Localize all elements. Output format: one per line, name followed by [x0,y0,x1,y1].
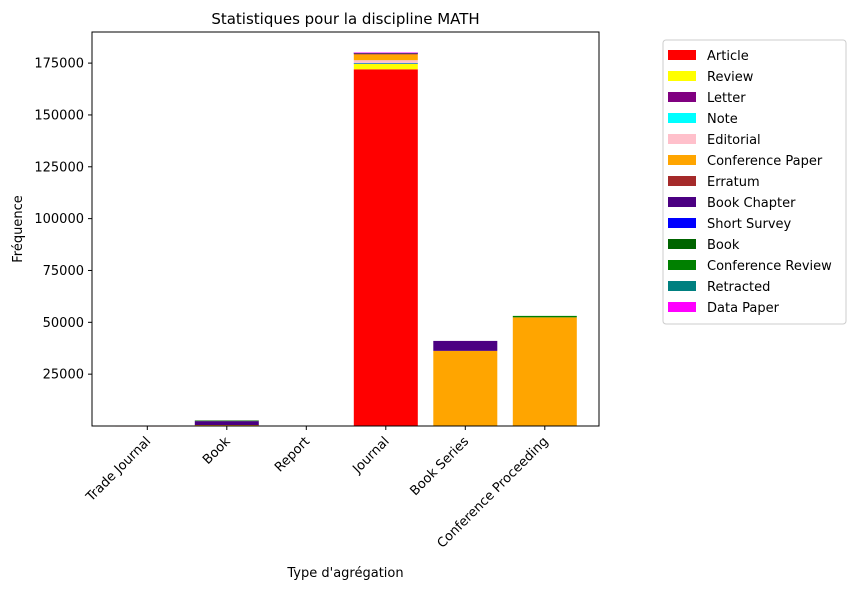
legend-label: Short Survey [707,217,792,232]
legend-label: Article [707,49,749,64]
chart-title: Statistiques pour la discipline MATH [211,10,479,28]
bar-3-series-3 [353,62,418,64]
x-tick-label: Book Series [407,434,472,499]
legend-label: Data Paper [707,301,780,316]
bar-1-series-9 [194,420,259,422]
plot-frame [91,31,600,427]
bar-3-series-12 [353,52,418,54]
y-tick-label: 50000 [43,316,84,331]
bar-4-series-5 [433,350,498,426]
bar-1-series-5 [194,425,259,426]
legend-label: Erratum [707,175,760,190]
x-tick-label: Journal [350,434,393,477]
legend-swatch [668,197,696,207]
legend-label: Book [707,238,740,253]
legend-box [662,39,847,325]
bar-3-series-4 [353,60,418,63]
legend-swatch [668,71,696,81]
legend-swatch [668,155,696,165]
legend-label: Conference Paper [707,154,823,169]
bar-3-series-5 [353,54,418,61]
legend-label: Book Chapter [707,196,796,211]
bar-3-series-1 [353,63,418,70]
x-tick-label: Report [272,434,313,475]
y-tick-label: 25000 [43,368,84,383]
legend-swatch [668,50,696,60]
x-tick-label: Trade Journal [83,434,154,505]
legend-swatch [668,176,696,186]
legend-label: Review [707,70,754,85]
x-tick-label: Book [200,434,234,468]
bar-5-series-5 [512,317,577,426]
plot-area [115,52,577,427]
legend-swatch [668,281,696,291]
bar-5-series-10 [512,315,577,318]
legend-swatch [668,92,696,102]
legend: Article Review Letter Note Editorial Conferen… [662,39,847,325]
bar-3-series-8 [353,53,418,54]
legend-label: Retracted [707,280,770,295]
y-tick-label: 150000 [34,108,84,123]
y-axis: 25000 50000 75000 100000 125000 150000 175000 [34,57,92,383]
legend-label: Editorial [707,133,761,148]
y-axis-label: Fréquence [11,195,26,262]
x-axis-label: Type d'agrégation [286,566,403,581]
legend-swatch [668,134,696,144]
legend-swatch [668,260,696,270]
y-tick-label: 100000 [34,212,84,227]
bar-3-series-2 [353,63,418,64]
bar-4-series-7 [433,340,498,351]
legend-swatch [668,218,696,228]
legend-swatch [668,239,696,249]
legend-swatch [668,113,696,123]
legend-swatch [668,302,696,312]
x-axis: Trade Journal Book Report Journal Book Serie… [83,426,552,551]
y-tick-label: 175000 [34,57,84,72]
legend-label: Letter [707,91,746,106]
y-tick-label: 75000 [43,264,84,279]
legend-label: Note [707,112,738,127]
bar-1-series-7 [194,421,259,426]
bar-3-series-6 [353,53,418,55]
legend-label: Conference Review [707,259,832,274]
y-tick-label: 125000 [34,160,84,175]
bar-3-series-0 [353,69,418,426]
